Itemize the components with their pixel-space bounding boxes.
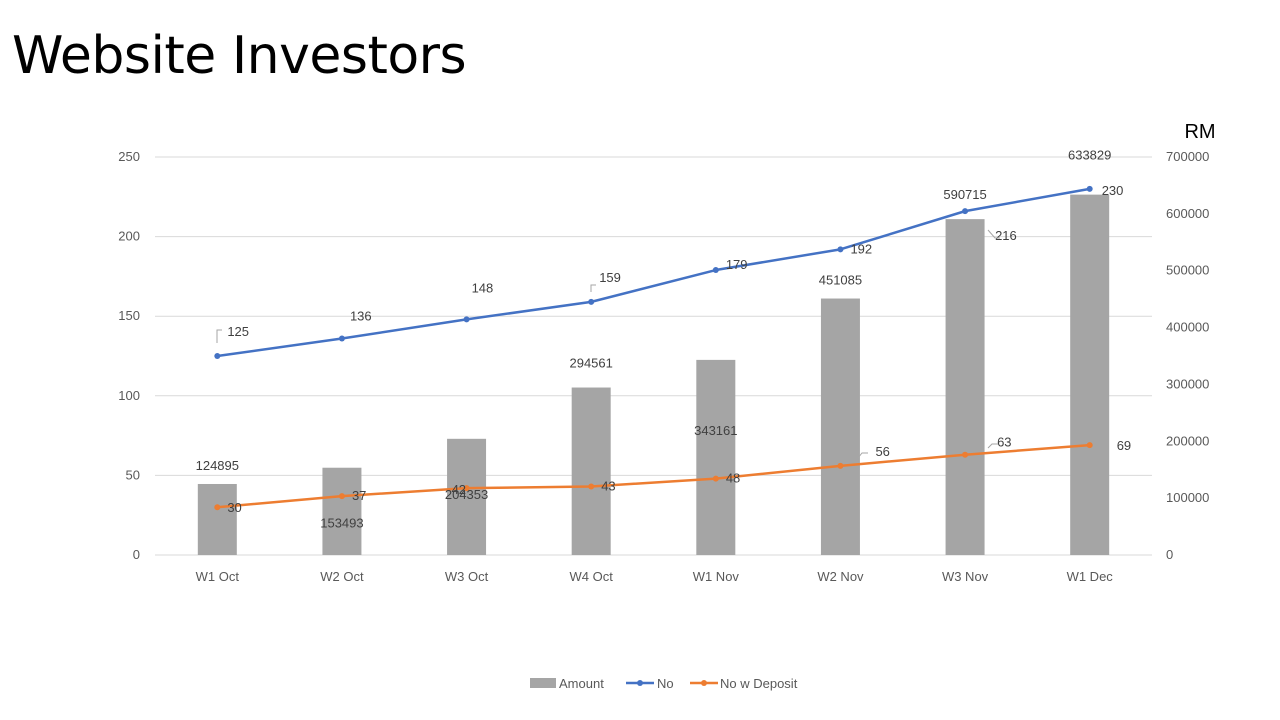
amount-data-label: 153493	[320, 516, 363, 531]
no-point	[962, 208, 969, 215]
legend-amount-swatch	[530, 678, 556, 688]
no-w-deposit-point	[712, 475, 719, 482]
legend-no-w-deposit-marker	[701, 680, 707, 686]
no-point	[463, 316, 470, 323]
amount-bar	[945, 219, 985, 555]
left-tick-label: 50	[126, 467, 140, 482]
no-w-deposit-line	[217, 443, 1090, 509]
amount-data-label: 590715	[943, 187, 986, 202]
right-axis-unit: RM	[1184, 121, 1215, 143]
no-w-deposit-data-label: 48	[726, 471, 740, 486]
leader-line	[216, 329, 222, 343]
data-labels: 124895 153493 204353 294561 343161 451085 5907…	[196, 148, 1132, 531]
no-w-deposit-point	[1086, 442, 1093, 449]
line-series	[214, 185, 1093, 511]
amount-bar	[696, 359, 736, 555]
amount-bar	[820, 298, 860, 555]
amount-data-label: 204353	[445, 487, 488, 502]
legend-amount-label: Amount	[559, 676, 604, 691]
no-point	[712, 267, 719, 274]
right-tick-label: 400000	[1166, 320, 1209, 335]
leader-line	[590, 284, 596, 292]
no-data-label: 148	[472, 280, 494, 295]
category-label: W2 Oct	[320, 569, 364, 584]
amount-data-label: 294561	[569, 356, 612, 371]
no-w-deposit-point	[588, 483, 595, 490]
amount-bar	[1070, 194, 1110, 556]
no-point	[214, 353, 221, 359]
leader-line	[987, 443, 998, 449]
leader-line	[987, 229, 1000, 239]
amount-bars	[197, 194, 1110, 556]
gridlines	[155, 156, 1152, 556]
right-tick-label: 200000	[1166, 433, 1209, 448]
left-tick-label: 100	[118, 388, 140, 403]
no-data-label: 159	[599, 270, 621, 285]
no-point	[837, 246, 844, 253]
category-label: W1 Dec	[1067, 569, 1114, 584]
category-label: W1 Nov	[693, 569, 740, 584]
no-w-deposit-data-label: 63	[997, 435, 1011, 450]
no-data-label: 179	[726, 257, 748, 272]
amount-data-label: 343161	[694, 423, 737, 438]
category-label: W1 Oct	[196, 569, 240, 584]
no-w-deposit-data-label: 42	[452, 482, 466, 497]
category-label: W4 Oct	[570, 569, 614, 584]
amount-bar	[322, 467, 362, 555]
amount-bar	[571, 387, 611, 555]
no-data-label: 125	[227, 324, 249, 339]
amount-data-label: 124895	[196, 458, 239, 473]
slide-title: Website Investors	[12, 26, 467, 86]
no-data-label: 192	[850, 241, 872, 256]
amount-data-label: 633829	[1068, 148, 1111, 163]
legend: Amount No No w Deposit	[530, 676, 798, 691]
category-label: W3 Oct	[445, 569, 489, 584]
right-tick-label: 0	[1166, 547, 1173, 562]
right-tick-label: 600000	[1166, 206, 1209, 221]
right-tick-label: 500000	[1166, 263, 1209, 278]
left-tick-label: 0	[133, 547, 140, 562]
legend-no-w-deposit-label: No w Deposit	[720, 676, 798, 691]
category-label: W3 Nov	[942, 569, 989, 584]
category-label: W2 Nov	[817, 569, 864, 584]
no-w-deposit-data-label: 30	[227, 500, 241, 515]
no-w-deposit-point	[837, 462, 844, 469]
no-w-deposit-point	[463, 485, 470, 492]
no-w-deposit-point	[214, 504, 221, 511]
right-tick-label: 700000	[1166, 149, 1209, 164]
leader-line	[857, 452, 868, 459]
no-w-deposit-data-label: 43	[601, 479, 615, 494]
no-point	[338, 335, 345, 342]
right-tick-label: 300000	[1166, 376, 1209, 391]
no-w-deposit-data-label: 56	[875, 444, 889, 459]
no-line	[217, 187, 1090, 358]
no-w-deposit-data-label: 37	[352, 488, 366, 503]
no-data-label: 216	[995, 228, 1017, 243]
right-tick-label: 100000	[1166, 490, 1209, 505]
amount-data-label: 451085	[819, 273, 862, 288]
left-tick-label: 150	[118, 308, 140, 323]
no-w-deposit-data-label: 69	[1117, 438, 1131, 453]
legend-no-marker	[637, 680, 643, 686]
axes: 0 50 100 150 200 250 0 100000 200000 300000 400000…	[118, 121, 1215, 584]
amount-bar	[447, 438, 487, 555]
no-data-label: 230	[1102, 183, 1124, 198]
left-tick-label: 200	[118, 229, 140, 244]
no-w-deposit-point	[962, 451, 969, 458]
legend-no-label: No	[657, 676, 674, 691]
no-w-deposit-point	[338, 493, 345, 500]
no-point	[588, 298, 595, 305]
no-point	[1086, 185, 1093, 192]
left-tick-label: 250	[118, 149, 140, 164]
amount-bar	[197, 483, 237, 555]
no-data-label: 136	[350, 308, 372, 323]
